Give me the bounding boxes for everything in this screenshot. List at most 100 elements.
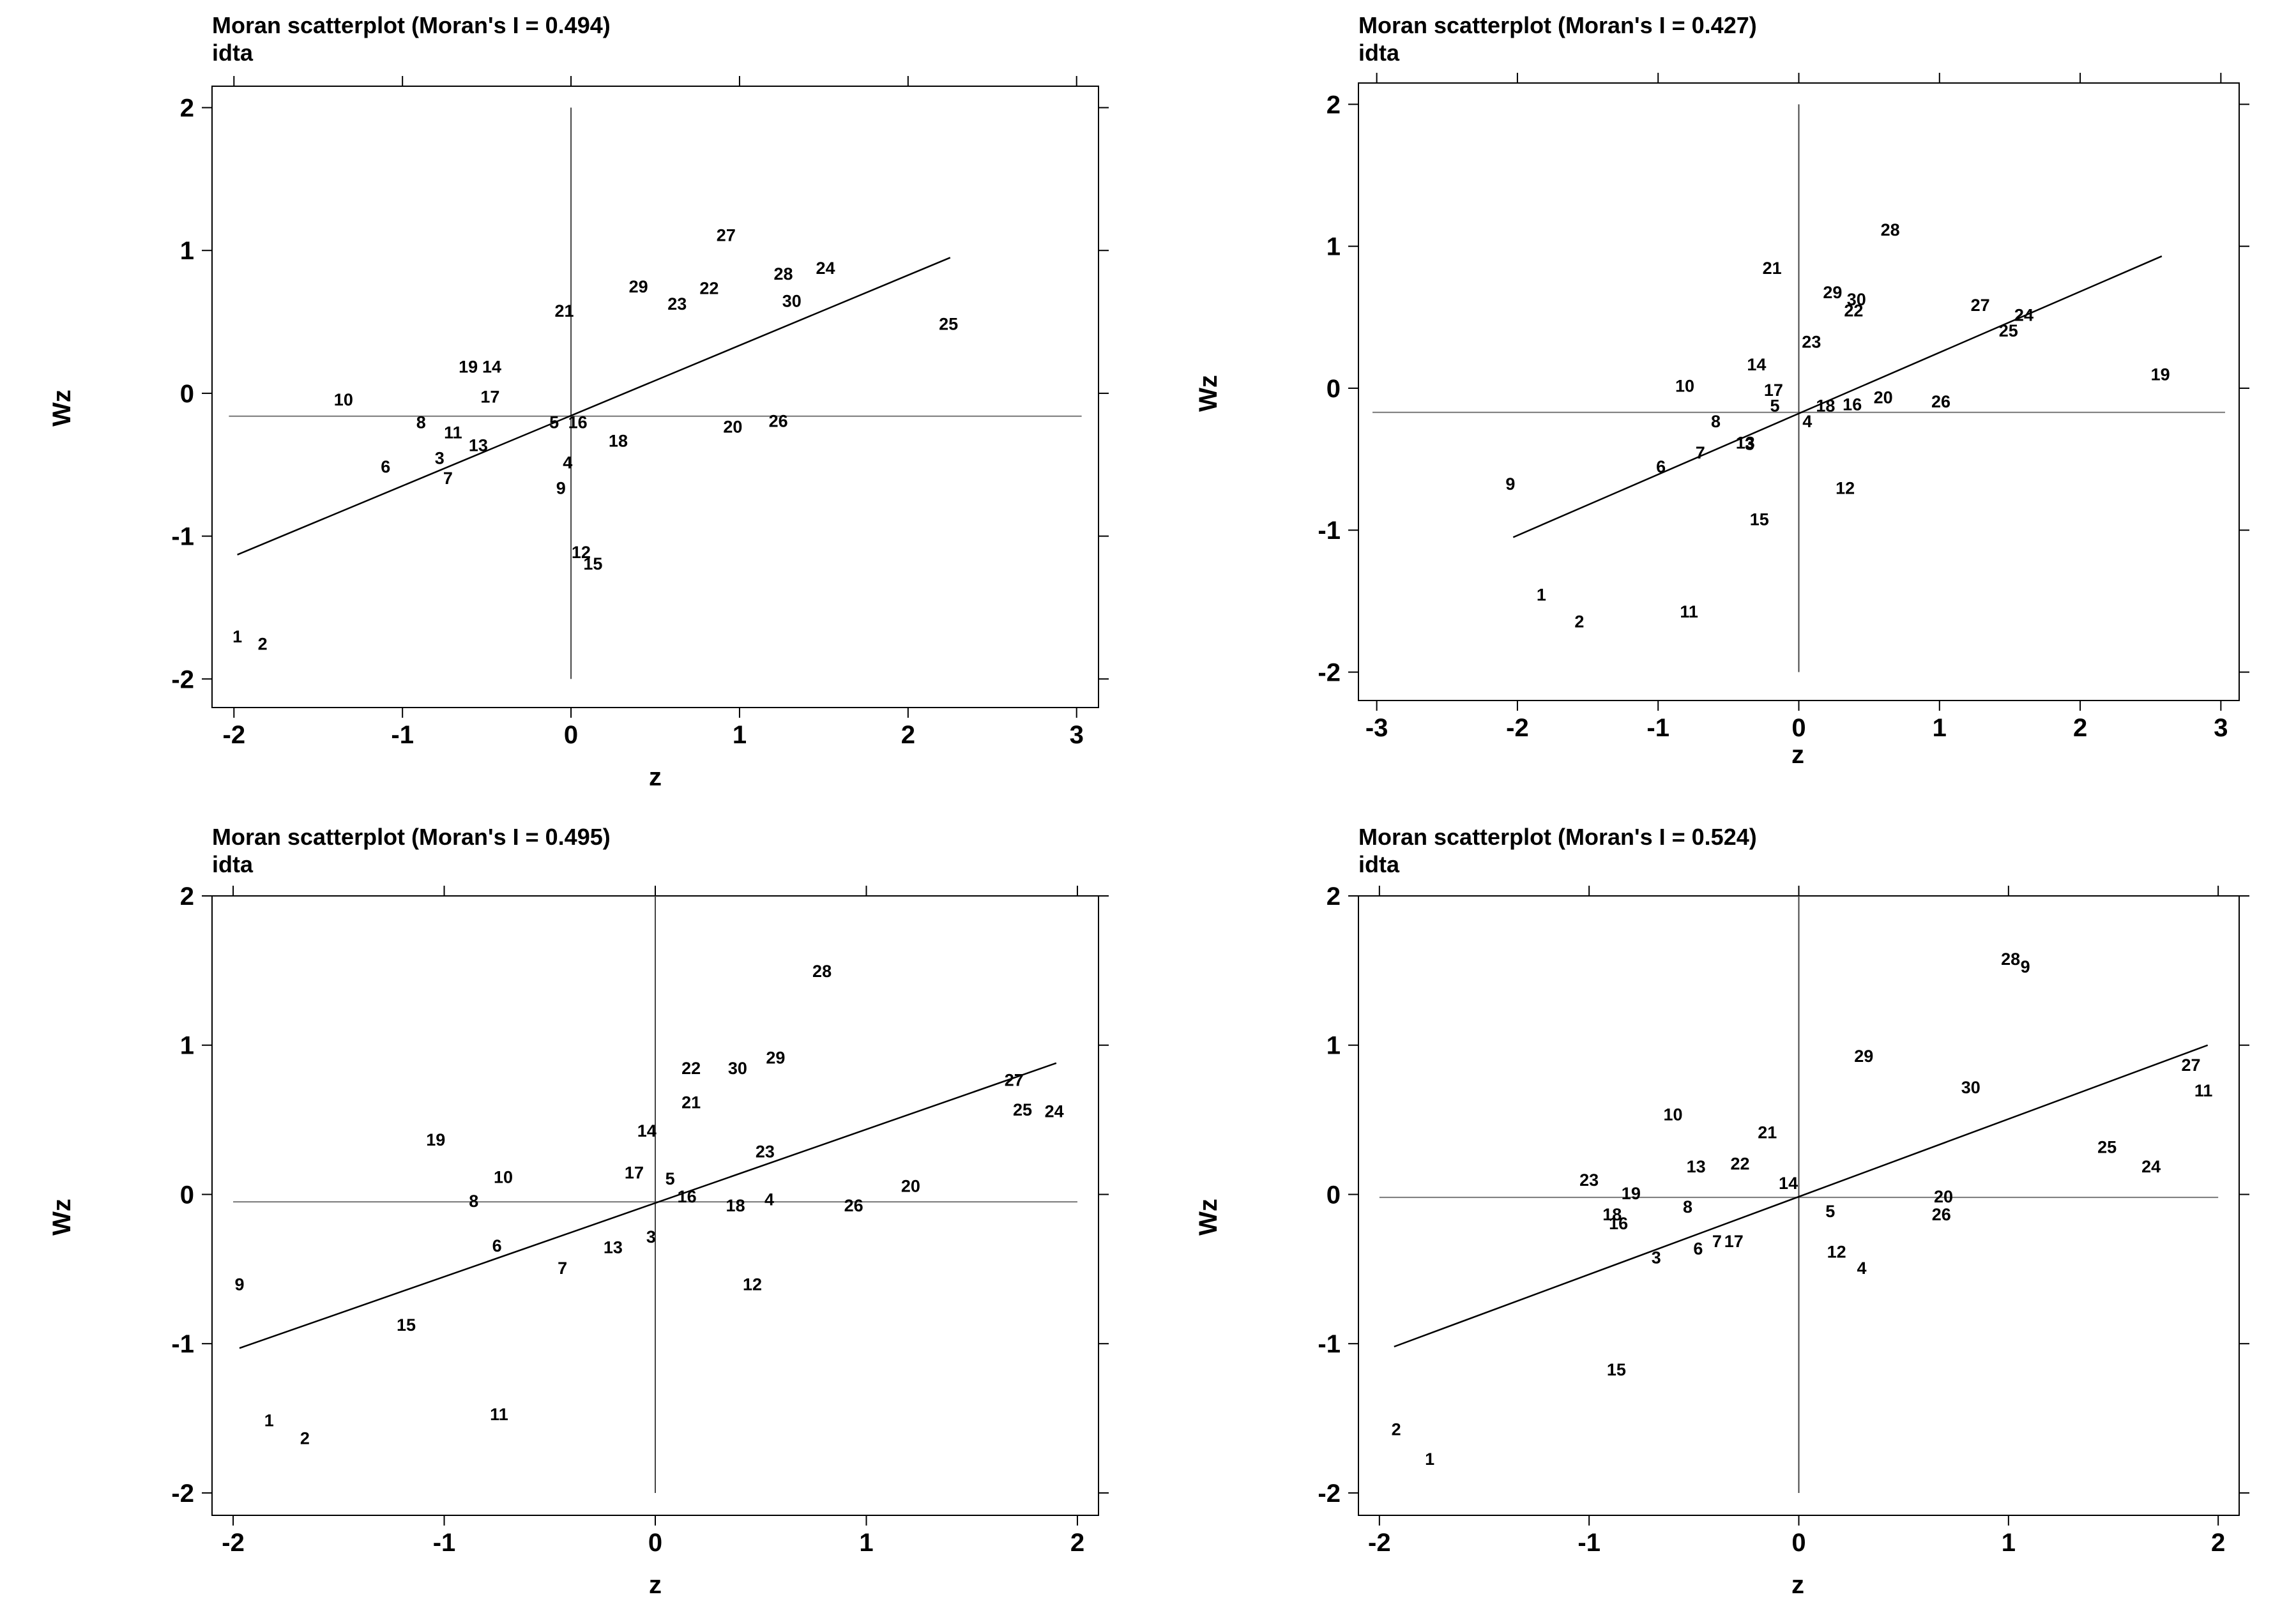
panel-4-point-29: 29 — [1854, 1047, 1873, 1066]
panel-3-point-5: 5 — [665, 1169, 675, 1188]
panel-4-xtick-label: -1 — [1578, 1529, 1600, 1557]
panel-2-ytick-label: -2 — [1318, 659, 1341, 687]
panel-1-point-16: 16 — [568, 413, 588, 432]
panel-1-ytick-label: 2 — [180, 95, 194, 123]
panel-2-ylabel: Wz — [1194, 375, 1222, 412]
panel-2-point-22: 22 — [1844, 301, 1863, 321]
panel-2-xtick-label: 2 — [2073, 714, 2087, 742]
panel-4-point-21: 21 — [1758, 1123, 1777, 1142]
panel-1-point-5: 5 — [549, 413, 559, 432]
panel-4-point-5: 5 — [1825, 1202, 1835, 1221]
panel-3-fit-line — [239, 1062, 1057, 1349]
panel-3-point-27: 27 — [1005, 1070, 1024, 1089]
panel-4-ytick-label: 1 — [1327, 1032, 1341, 1060]
panel-4-point-17: 17 — [1724, 1232, 1744, 1251]
panel-1-ytick-label: -1 — [171, 523, 194, 551]
panel-4-fit-line — [1394, 1044, 2209, 1348]
panel-3-xtick-label: 0 — [648, 1529, 662, 1557]
panel-4-ytick-label: -2 — [1318, 1480, 1341, 1508]
panel-1-point-28: 28 — [774, 264, 793, 284]
panel-1-point-21: 21 — [554, 301, 574, 321]
panel-4-point-25: 25 — [2097, 1138, 2117, 1157]
panel-2-point-24: 24 — [2014, 305, 2034, 324]
panel-4-point-24: 24 — [2141, 1157, 2161, 1176]
panel-1-ylabel: Wz — [48, 390, 76, 427]
panel-2-ytick-label: 1 — [1327, 233, 1341, 261]
panel-4-point-6: 6 — [1693, 1239, 1703, 1259]
panel-3-xtick-label: 2 — [1070, 1529, 1084, 1557]
panel-1-point-6: 6 — [381, 457, 390, 476]
panel-1-point-7: 7 — [443, 469, 453, 488]
panel-1-xtick-label: -1 — [391, 721, 414, 749]
panel-2-point-14: 14 — [1747, 355, 1766, 374]
panel-3-point-15: 15 — [397, 1315, 416, 1335]
panel-4-point-12: 12 — [1827, 1242, 1846, 1261]
panel-1-subtitle: idta — [212, 40, 254, 66]
panel-4-point-18: 18 — [1602, 1205, 1622, 1224]
panel-1-point-27: 27 — [717, 226, 736, 245]
panel-3-point-28: 28 — [812, 962, 832, 981]
panel-1-point-1: 1 — [232, 627, 242, 646]
panel-1-point-25: 25 — [939, 314, 958, 333]
panel-3-point-22: 22 — [681, 1059, 701, 1078]
panel-2-point-12: 12 — [1836, 479, 1855, 498]
panel-4: Moran scatterplot (Moran's I = 0.524) id… — [1194, 824, 2249, 1599]
panel-4-ytick-label: 0 — [1327, 1181, 1341, 1209]
panel-3-point-9: 9 — [234, 1275, 244, 1294]
panel-1-ytick-label: -2 — [171, 665, 194, 693]
panel-4-point-11: 11 — [2194, 1081, 2213, 1100]
panel-1-point-9: 9 — [556, 479, 566, 498]
panel-2-point-28: 28 — [1881, 220, 1900, 239]
panel-3-ytick-label: 1 — [180, 1032, 194, 1060]
panel-1-point-11: 11 — [444, 423, 462, 442]
panel-1-point-20: 20 — [723, 417, 742, 436]
panel-2-xtick-label: -1 — [1646, 714, 1669, 742]
panel-1-point-12: 12 — [572, 543, 591, 562]
panel-2-point-9: 9 — [1505, 474, 1515, 494]
panel-1-xtick-label: -2 — [223, 721, 246, 749]
panel-3-subtitle: idta — [212, 851, 254, 877]
panel-2-xtick-label: 0 — [1791, 714, 1806, 742]
panel-1-ytick-label: 0 — [180, 380, 194, 408]
panel-4-point-9: 9 — [2021, 957, 2030, 976]
panel-3-point-14: 14 — [637, 1121, 657, 1140]
panel-4-point-28: 28 — [2001, 950, 2020, 969]
panel-3-point-12: 12 — [743, 1275, 762, 1294]
panel-1-point-13: 13 — [469, 436, 488, 455]
panel-2-xlabel: z — [1791, 741, 1804, 769]
panel-2-point-21: 21 — [1763, 259, 1782, 278]
panel-2-point-10: 10 — [1675, 376, 1694, 395]
panel-1-point-8: 8 — [416, 413, 426, 432]
panel-1-point-23: 23 — [667, 294, 687, 314]
panel-4-xtick-label: 2 — [2211, 1529, 2225, 1557]
panel-4-point-30: 30 — [1961, 1078, 1980, 1097]
panel-4-point-26: 26 — [1932, 1205, 1951, 1224]
panel-4-xtick-label: -2 — [1368, 1529, 1391, 1557]
panel-1-fit-line — [237, 257, 951, 556]
panel-4-point-1: 1 — [1425, 1450, 1434, 1469]
panel-3-point-30: 30 — [728, 1059, 747, 1078]
panel-3-point-29: 29 — [766, 1048, 785, 1067]
panel-4-point-10: 10 — [1663, 1105, 1682, 1124]
panel-3-point-20: 20 — [901, 1176, 920, 1195]
panel-3-ylabel: Wz — [48, 1199, 76, 1236]
panel-2-point-20: 20 — [1874, 388, 1893, 407]
panel-1-xtick-label: 0 — [564, 721, 578, 749]
panel-2-point-2: 2 — [1574, 612, 1584, 632]
panel-1-point-22: 22 — [699, 278, 718, 298]
panel-3-xtick-label: 1 — [859, 1529, 873, 1557]
panel-1: Moran scatterplot (Moran's I = 0.494) id… — [48, 12, 1109, 791]
panel-4-point-4: 4 — [1857, 1259, 1866, 1278]
panel-4-point-13: 13 — [1687, 1157, 1706, 1176]
panel-4-point-3: 3 — [1652, 1248, 1661, 1268]
panel-4-point-23: 23 — [1579, 1170, 1599, 1190]
panel-2-point-11: 11 — [1680, 602, 1698, 621]
panel-1-xlabel: z — [649, 763, 662, 791]
panel-3-ytick-label: 0 — [180, 1181, 194, 1209]
panel-1-point-26: 26 — [769, 411, 788, 430]
panel-3-xlabel: z — [649, 1571, 662, 1599]
panel-3-point-6: 6 — [492, 1236, 502, 1255]
panel-2-point-16: 16 — [1843, 395, 1862, 414]
panel-4-ytick-label: 2 — [1327, 883, 1341, 911]
